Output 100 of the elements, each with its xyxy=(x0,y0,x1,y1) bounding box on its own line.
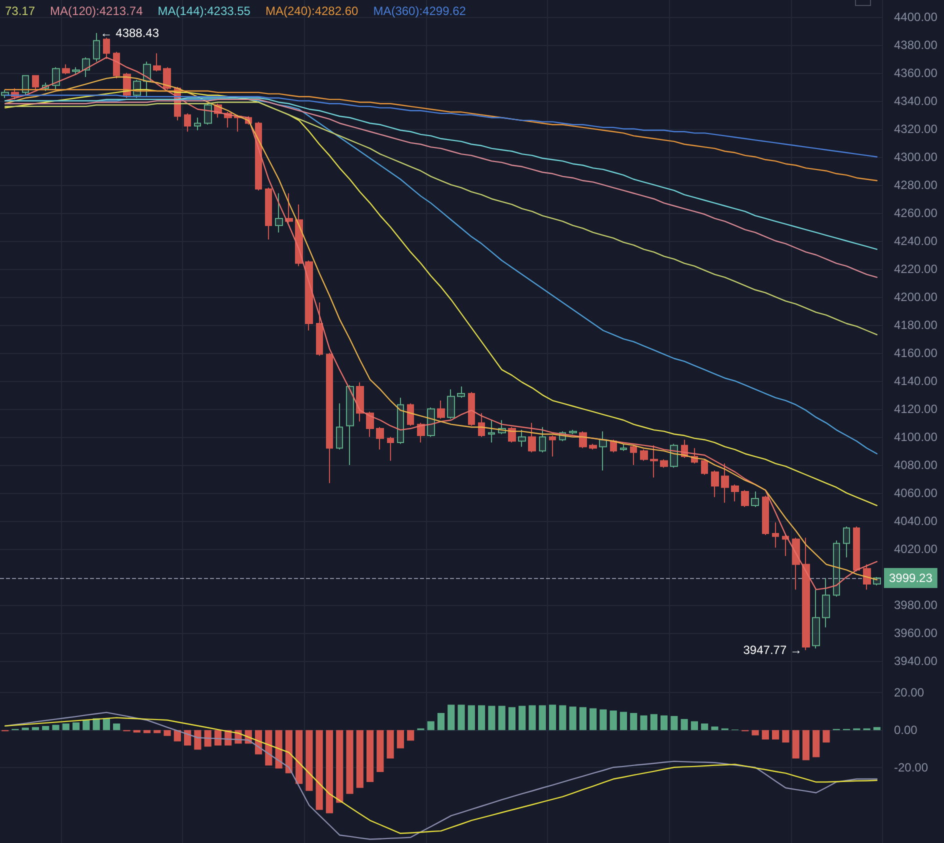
line-series xyxy=(4,94,878,158)
bar xyxy=(366,730,374,782)
text: 73.17 xyxy=(5,4,36,18)
bar xyxy=(265,730,272,766)
bar xyxy=(600,709,607,730)
y-tick-label: 4340.00 xyxy=(894,94,938,108)
bar xyxy=(113,724,120,730)
y-tick-label: 3940.00 xyxy=(894,654,938,668)
candlestick xyxy=(72,66,80,75)
candlestick xyxy=(153,52,161,72)
line-series xyxy=(4,97,878,250)
bar xyxy=(488,706,496,730)
candlestick xyxy=(630,444,637,466)
candlestick xyxy=(539,426,546,453)
bar xyxy=(548,704,556,730)
candlestick xyxy=(762,495,769,536)
bar xyxy=(22,728,29,730)
candlestick xyxy=(326,352,333,484)
bar xyxy=(559,705,566,730)
bar xyxy=(873,727,880,730)
candlestick xyxy=(103,37,110,60)
candlestick xyxy=(376,426,384,450)
candlestick xyxy=(731,484,739,502)
bar xyxy=(296,730,303,784)
candlestick xyxy=(660,458,668,468)
candlestick xyxy=(833,540,840,598)
bar xyxy=(528,705,536,730)
line-series xyxy=(4,102,878,336)
candlestick xyxy=(873,576,881,586)
candlestick xyxy=(427,407,435,438)
y-tick-label: 4020.00 xyxy=(894,542,938,556)
y-tick-label: 0.00 xyxy=(894,723,918,738)
candlestick xyxy=(468,392,475,426)
y-tick-label: 4140.00 xyxy=(894,374,938,388)
candlestick xyxy=(569,429,577,435)
bar xyxy=(690,721,698,730)
candlestick xyxy=(305,260,313,331)
bar xyxy=(508,707,516,730)
text: MA(360):4299.62 xyxy=(373,4,466,18)
bar xyxy=(660,715,668,730)
candlestick xyxy=(853,526,860,572)
candlestick xyxy=(52,66,60,90)
candlestick xyxy=(275,192,283,233)
y-tick-label: 4120.00 xyxy=(894,402,938,416)
candlestick xyxy=(407,402,414,426)
candlestick xyxy=(417,422,425,444)
y-tick-label: 4180.00 xyxy=(894,318,938,332)
text: MA(144):4233.55 xyxy=(158,4,251,18)
candlestick xyxy=(387,436,394,462)
candlestick xyxy=(772,522,779,548)
candlestick xyxy=(843,526,850,558)
candlestick xyxy=(518,429,526,448)
candlestick xyxy=(640,449,648,462)
text: MA(120):4213.74 xyxy=(50,4,144,18)
candlestick xyxy=(437,400,445,420)
candlestick xyxy=(650,444,658,478)
bar xyxy=(640,715,648,730)
bar xyxy=(458,704,465,730)
bar xyxy=(204,730,212,747)
bar xyxy=(133,730,140,733)
candlestick xyxy=(82,56,90,78)
bar xyxy=(336,730,344,803)
y-tick-label: 4300.00 xyxy=(894,150,938,164)
candlestick xyxy=(346,384,354,466)
bar xyxy=(346,730,354,794)
y-tick-label: 20.00 xyxy=(894,685,924,700)
ref-line-label: 3999.23 xyxy=(889,571,933,586)
bar xyxy=(448,704,455,730)
y-tick-label: 4320.00 xyxy=(894,122,938,136)
candlestick xyxy=(751,491,759,508)
y-tick-label: 4160.00 xyxy=(894,346,938,360)
bar xyxy=(62,724,70,730)
bar xyxy=(42,726,50,730)
bar xyxy=(782,730,790,743)
candlestick xyxy=(549,435,556,458)
bar xyxy=(376,730,384,772)
bar xyxy=(772,730,780,740)
bar xyxy=(822,730,830,743)
bar xyxy=(630,712,638,730)
bar xyxy=(680,718,688,730)
y-tick-label: 3960.00 xyxy=(894,626,938,640)
candlestick xyxy=(579,430,587,449)
line-series xyxy=(4,98,878,278)
candlestick xyxy=(802,537,810,651)
bar xyxy=(102,718,110,730)
candlestick xyxy=(812,589,820,649)
bar xyxy=(752,730,759,736)
candlestick xyxy=(265,187,272,240)
candlestick xyxy=(528,422,536,453)
candlestick xyxy=(336,402,343,450)
bar xyxy=(569,706,576,730)
bar xyxy=(285,730,292,774)
candlestick xyxy=(32,75,39,90)
candlestick xyxy=(711,470,719,498)
bar xyxy=(579,707,586,730)
y-tick-label: 4400.00 xyxy=(894,10,938,24)
bar xyxy=(326,730,334,814)
y-tick-label: 4040.00 xyxy=(894,514,938,528)
bar xyxy=(214,730,222,746)
y-tick-label: 4060.00 xyxy=(894,486,938,500)
